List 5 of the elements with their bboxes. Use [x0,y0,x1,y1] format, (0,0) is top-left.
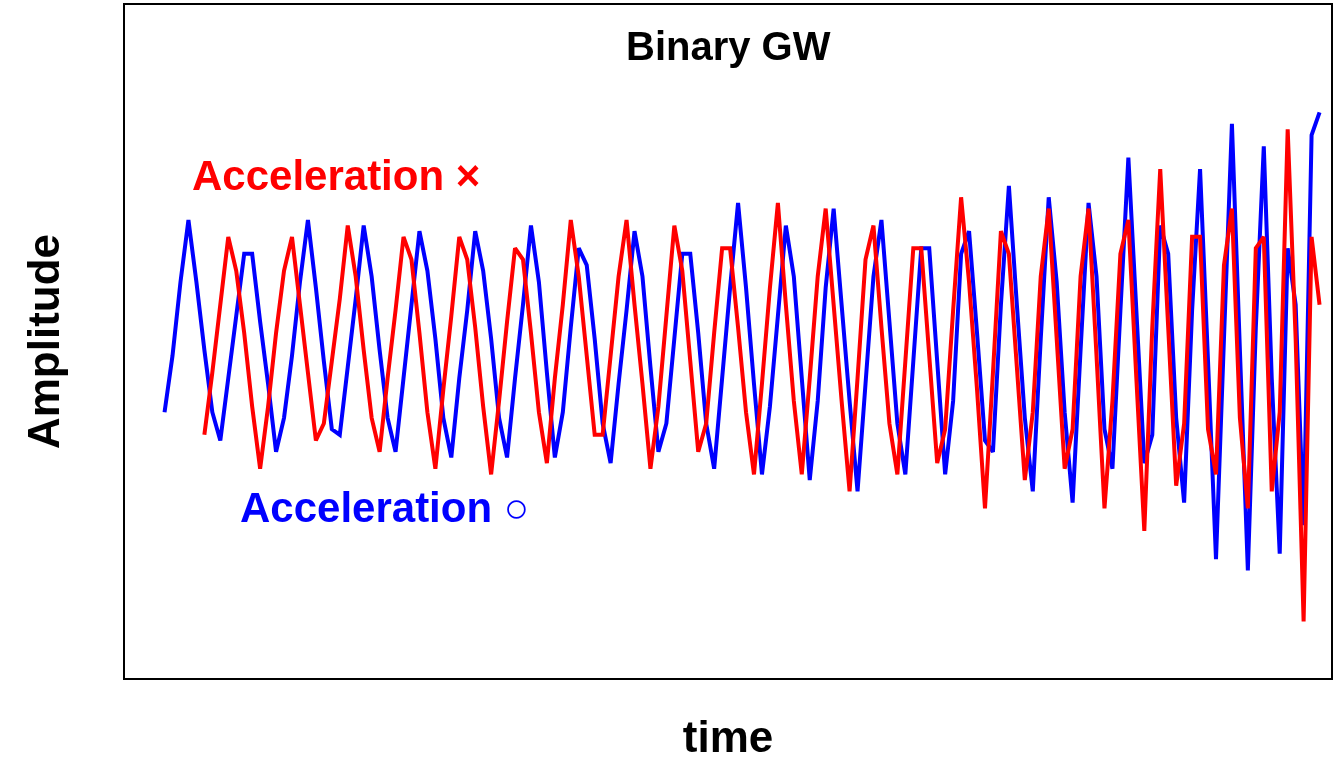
y-axis-title: Amplitude [18,233,68,450]
chart-title: Binary GW [626,24,831,68]
series-label: Acceleration ○ [240,484,530,531]
series-label: Acceleration × [192,152,481,199]
x-axis-title: time [682,712,774,762]
